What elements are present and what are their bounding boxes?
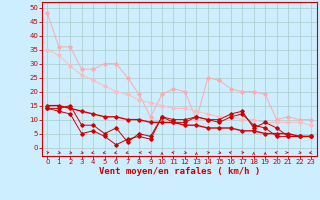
X-axis label: Vent moyen/en rafales ( km/h ): Vent moyen/en rafales ( km/h ) — [99, 167, 260, 176]
